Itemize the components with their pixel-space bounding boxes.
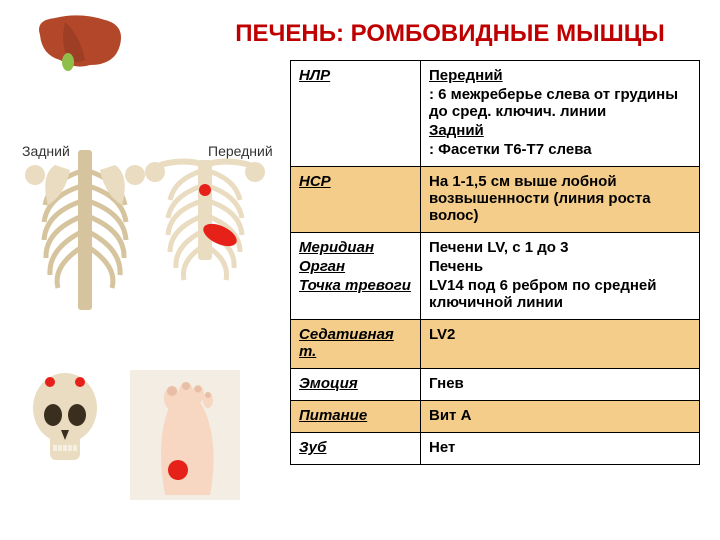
info-table: НЛРПередний: 6 межреберье слева от груди… (290, 60, 700, 465)
table-row: ЭмоцияГнев (291, 369, 700, 401)
liver-illustration (30, 10, 130, 80)
row-label: НСР (291, 167, 421, 233)
row-value: Гнев (421, 369, 700, 401)
skull-illustration (25, 370, 105, 470)
table-row: ЗубНет (291, 433, 700, 465)
table-row: ПитаниеВит А (291, 401, 700, 433)
row-value: Печени LV, с 1 до 3ПеченьLV14 под 6 ребр… (421, 233, 700, 320)
marker-dot (199, 184, 211, 196)
row-value: LV2 (421, 320, 700, 369)
row-value: На 1-1,5 см выше лобной возвышенности (л… (421, 167, 700, 233)
row-label: Питание (291, 401, 421, 433)
row-value: Нет (421, 433, 700, 465)
row-value: Передний: 6 межреберье слева от грудины … (421, 61, 700, 167)
foot-illustration (130, 370, 240, 500)
table-row: НСРНа 1-1,5 см выше лобной возвышенности… (291, 167, 700, 233)
row-label: Эмоция (291, 369, 421, 401)
table-row: Седативная т.LV2 (291, 320, 700, 369)
row-value: Вит А (421, 401, 700, 433)
skeleton-torso-illustration (20, 140, 270, 320)
table-row: НЛРПередний: 6 межреберье слева от груди… (291, 61, 700, 167)
info-table-body: НЛРПередний: 6 межреберье слева от груди… (291, 61, 700, 465)
row-label: НЛР (291, 61, 421, 167)
row-label: Седативная т. (291, 320, 421, 369)
page-title: ПЕЧЕНЬ: РОМБОВИДНЫЕ МЫШЦЫ (200, 20, 700, 48)
row-label: МеридианОрганТочка тревоги (291, 233, 421, 320)
row-label: Зуб (291, 433, 421, 465)
table-row: МеридианОрганТочка тревогиПечени LV, с 1… (291, 233, 700, 320)
